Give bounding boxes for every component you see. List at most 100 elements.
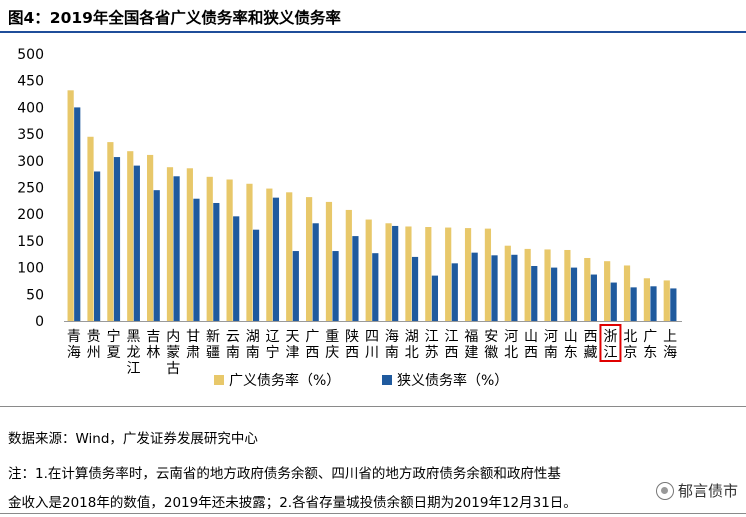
bar-narrow-debt-ratio bbox=[471, 252, 478, 321]
bar-broad-debt-ratio bbox=[87, 136, 94, 321]
x-category-label: 云南 bbox=[226, 329, 240, 361]
bar-narrow-debt-ratio bbox=[411, 256, 419, 321]
x-category-label: 黑龙江 bbox=[127, 329, 141, 377]
bar-narrow-debt-ratio bbox=[332, 251, 339, 321]
bar-narrow-debt-ratio bbox=[630, 287, 637, 321]
x-category-label: 重庆 bbox=[325, 329, 339, 361]
x-category-label: 天津 bbox=[286, 329, 300, 361]
bar-narrow-debt-ratio bbox=[650, 286, 657, 321]
y-tick-label: 250 bbox=[17, 181, 44, 197]
bar-narrow-debt-ratio bbox=[193, 198, 200, 321]
bar-narrow-debt-ratio bbox=[252, 229, 260, 321]
bar-broad-debt-ratio bbox=[445, 227, 452, 321]
bar-broad-debt-ratio bbox=[166, 167, 174, 321]
footnote-line-2: 金收入是2018年的数值，2019年还未披露；2.各省存量城投债余额日期为201… bbox=[8, 495, 577, 511]
legend-label: 狭义债务率（%） bbox=[397, 372, 508, 389]
bar-broad-debt-ratio bbox=[663, 280, 670, 321]
divider-bottom bbox=[0, 513, 746, 514]
y-tick-label: 50 bbox=[26, 287, 44, 303]
bar-broad-debt-ratio bbox=[127, 151, 134, 321]
y-tick-label: 150 bbox=[17, 234, 44, 250]
legend-swatch bbox=[214, 375, 224, 385]
bar-narrow-debt-ratio bbox=[153, 190, 160, 321]
bar-broad-debt-ratio bbox=[305, 197, 313, 321]
bar-narrow-debt-ratio bbox=[392, 225, 399, 321]
bar-broad-debt-ratio bbox=[464, 228, 472, 321]
x-category-label: 广东 bbox=[643, 329, 657, 361]
bar-narrow-debt-ratio bbox=[94, 171, 101, 321]
divider-top bbox=[0, 406, 746, 407]
x-category-label: 安徽 bbox=[484, 329, 498, 361]
bar-broad-debt-ratio bbox=[246, 183, 253, 321]
y-tick-label: 450 bbox=[17, 74, 44, 90]
x-category-label: 西藏 bbox=[584, 329, 598, 361]
bar-broad-debt-ratio bbox=[107, 142, 114, 321]
x-category-label: 甘肃 bbox=[186, 329, 200, 361]
bar-broad-debt-ratio bbox=[286, 192, 293, 321]
x-category-label: 宁夏 bbox=[107, 328, 121, 361]
x-category-label: 吉林 bbox=[146, 329, 160, 361]
bar-narrow-debt-ratio bbox=[511, 254, 518, 321]
wechat-logo-icon bbox=[655, 481, 674, 500]
bar-broad-debt-ratio bbox=[405, 226, 412, 321]
bar-narrow-debt-ratio bbox=[173, 176, 180, 321]
bar-narrow-debt-ratio bbox=[113, 157, 121, 321]
bar-narrow-debt-ratio bbox=[292, 251, 299, 321]
bar-broad-debt-ratio bbox=[623, 265, 631, 321]
bar-broad-debt-ratio bbox=[643, 278, 650, 321]
x-category-label: 江西 bbox=[444, 329, 458, 361]
footnote-line-1: 注：1.在计算债务率时，云南省的地方政府债务余额、四川省的地方政府债务余额和政府… bbox=[8, 466, 561, 482]
x-category-label: 陕西 bbox=[345, 329, 359, 361]
watermark-text: 郁言债市 bbox=[677, 482, 738, 500]
bar-broad-debt-ratio bbox=[425, 227, 432, 321]
x-category-label: 贵州 bbox=[87, 329, 101, 361]
bar-broad-debt-ratio bbox=[226, 179, 233, 321]
x-category-label: 北京 bbox=[623, 329, 637, 361]
bar-broad-debt-ratio bbox=[584, 257, 591, 321]
source-note: 数据来源：Wind，广发证券发展研究中心 bbox=[8, 431, 258, 447]
x-category-label: 浙江 bbox=[603, 329, 617, 361]
highlight-box bbox=[599, 324, 622, 362]
bar-narrow-debt-ratio bbox=[451, 263, 458, 321]
y-tick-label: 500 bbox=[17, 47, 44, 63]
bar-narrow-debt-ratio bbox=[431, 275, 439, 321]
x-category-label: 上海 bbox=[663, 329, 677, 361]
x-category-label: 河北 bbox=[504, 329, 518, 361]
bar-narrow-debt-ratio bbox=[551, 267, 558, 321]
bar-broad-debt-ratio bbox=[266, 188, 273, 321]
bar-narrow-debt-ratio bbox=[670, 288, 677, 321]
x-category-label: 福建 bbox=[464, 329, 478, 361]
bar-narrow-debt-ratio bbox=[590, 274, 597, 321]
bar-narrow-debt-ratio bbox=[610, 282, 617, 321]
bar-broad-debt-ratio bbox=[365, 219, 372, 321]
bar-narrow-debt-ratio bbox=[372, 253, 379, 321]
bar-broad-debt-ratio bbox=[67, 90, 74, 321]
x-category-label: 四川 bbox=[365, 329, 379, 361]
x-category-label: 山东 bbox=[564, 329, 578, 361]
bar-broad-debt-ratio bbox=[544, 249, 551, 321]
chart-title: 图4：2019年全国各省广义债务率和狭义债务率 bbox=[8, 9, 341, 27]
y-tick-label: 200 bbox=[17, 207, 44, 223]
x-category-label: 湖北 bbox=[405, 329, 419, 361]
x-category-label: 河南 bbox=[544, 329, 558, 361]
bar-broad-debt-ratio bbox=[345, 209, 352, 321]
bar-broad-debt-ratio bbox=[504, 245, 511, 321]
y-tick-label: 0 bbox=[35, 314, 44, 330]
x-category-label: 内蒙古 bbox=[166, 329, 180, 377]
bar-narrow-debt-ratio bbox=[531, 265, 538, 321]
bar-narrow-debt-ratio bbox=[213, 202, 220, 321]
y-tick-label: 350 bbox=[17, 127, 44, 143]
bar-narrow-debt-ratio bbox=[352, 236, 359, 321]
bar-broad-debt-ratio bbox=[206, 176, 213, 321]
x-category-label: 辽宁 bbox=[266, 329, 280, 361]
y-tick-label: 300 bbox=[17, 154, 44, 170]
bar-narrow-debt-ratio bbox=[272, 197, 280, 321]
y-tick-label: 100 bbox=[17, 261, 44, 277]
watermark: 郁言债市 bbox=[655, 480, 738, 501]
bar-broad-debt-ratio bbox=[524, 248, 531, 321]
x-category-label: 青海 bbox=[67, 329, 81, 361]
bar-narrow-debt-ratio bbox=[74, 107, 81, 322]
title-bar: 图4：2019年全国各省广义债务率和狭义债务率 bbox=[0, 0, 746, 33]
bar-broad-debt-ratio bbox=[147, 154, 154, 321]
legend-swatch bbox=[382, 375, 392, 385]
